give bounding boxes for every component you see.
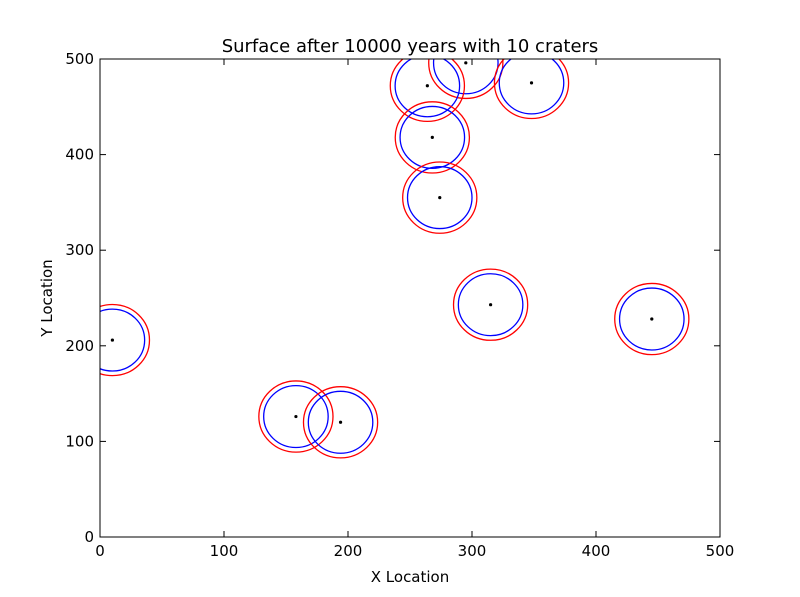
crater-outer-rim	[394, 101, 471, 174]
crater-outer-rim	[493, 59, 570, 120]
x-tick-label: 400	[582, 542, 611, 560]
crater	[389, 59, 466, 123]
crater-center-point	[425, 84, 429, 88]
crater-center-point	[529, 81, 534, 85]
crater-center-point	[650, 317, 654, 321]
crater-center-point	[438, 196, 442, 200]
crater	[614, 282, 690, 356]
x-axis-ticks: 0 100 200 300 400 500	[95, 59, 734, 560]
crater-inner-rim	[406, 166, 473, 230]
crater-layer	[100, 59, 690, 459]
y-tick-label: 500	[65, 50, 94, 68]
crater-center-point	[430, 135, 434, 139]
crater-inner-rim	[457, 273, 524, 337]
crater-inner-rim	[263, 384, 329, 449]
plot-frame	[99, 58, 721, 538]
x-axis-label: X Location	[371, 568, 450, 586]
crater-outer-rim	[428, 59, 504, 100]
crater-outer-rim	[302, 386, 379, 459]
y-tick-label: 400	[65, 146, 94, 164]
y-tick-label: 200	[65, 337, 94, 355]
crater-inner-rim	[399, 105, 466, 169]
crater-center-point	[110, 338, 114, 342]
crater-inner-rim	[618, 287, 685, 351]
crater	[452, 268, 529, 341]
crater-outer-rim	[100, 303, 151, 377]
crater-inner-rim	[498, 59, 565, 115]
crater-outer-rim	[452, 268, 529, 341]
x-tick-label: 0	[95, 542, 105, 560]
crater-inner-rim	[307, 390, 374, 454]
y-tick-label: 0	[84, 528, 94, 546]
crater-inner-rim	[100, 308, 146, 372]
crater	[493, 59, 570, 120]
crater-outer-rim	[402, 161, 478, 234]
crater-outer-rim	[614, 282, 690, 356]
chart-title: Surface after 10000 years with 10 crater…	[222, 36, 599, 57]
x-tick-label: 300	[458, 542, 487, 560]
crater-inner-rim	[432, 59, 499, 95]
crater-center-point	[294, 414, 298, 419]
crater	[100, 303, 151, 377]
y-axis-ticks: 0 100 200 300 400 500	[65, 50, 720, 546]
crater	[258, 380, 334, 453]
crater-outer-rim	[389, 59, 466, 123]
crater-center-point	[338, 420, 343, 424]
crater-center-point	[489, 303, 493, 307]
y-tick-label: 100	[65, 432, 94, 450]
crater	[402, 161, 478, 234]
crater-center-point	[464, 61, 468, 65]
y-axis-label: Y Location	[38, 259, 56, 337]
crater-inner-rim	[394, 59, 461, 118]
crater	[428, 59, 504, 100]
x-tick-label: 100	[210, 542, 239, 560]
y-tick-label: 300	[65, 241, 94, 259]
x-tick-label: 500	[706, 542, 735, 560]
crater	[394, 101, 471, 174]
crater	[302, 386, 379, 459]
x-tick-label: 200	[334, 542, 363, 560]
crater-outer-rim	[258, 380, 334, 453]
